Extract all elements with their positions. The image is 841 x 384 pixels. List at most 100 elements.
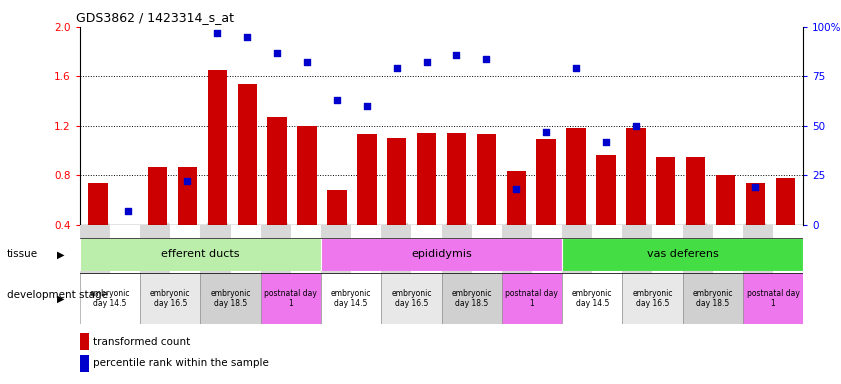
- Bar: [80, 238, 321, 271]
- Text: embryonic
day 16.5: embryonic day 16.5: [632, 289, 673, 308]
- Bar: [321, 273, 381, 324]
- Bar: [712, 225, 743, 296]
- Bar: [562, 238, 803, 271]
- Point: [181, 178, 194, 184]
- Point: [300, 60, 314, 66]
- Point: [420, 60, 433, 66]
- Bar: [716, 175, 735, 274]
- Bar: [502, 225, 532, 296]
- Text: percentile rank within the sample: percentile rank within the sample: [93, 358, 268, 368]
- Text: vas deferens: vas deferens: [647, 249, 718, 260]
- Text: embryonic
day 18.5: embryonic day 18.5: [692, 289, 733, 308]
- Bar: [686, 157, 706, 274]
- Point: [241, 34, 254, 40]
- Bar: [411, 225, 442, 296]
- Bar: [230, 225, 261, 296]
- Bar: [237, 84, 257, 274]
- Bar: [442, 273, 502, 324]
- Bar: [537, 139, 556, 274]
- Point: [539, 129, 553, 135]
- Point: [450, 51, 463, 58]
- Bar: [506, 172, 526, 274]
- Bar: [562, 273, 622, 324]
- Text: efferent ducts: efferent ducts: [161, 249, 240, 260]
- Bar: [746, 183, 765, 274]
- Bar: [200, 225, 230, 296]
- Text: development stage: development stage: [7, 290, 108, 300]
- Bar: [298, 126, 317, 274]
- Bar: [291, 225, 321, 296]
- Text: embryonic
day 16.5: embryonic day 16.5: [150, 289, 191, 308]
- Bar: [381, 225, 411, 296]
- Text: postnatal day
1: postnatal day 1: [747, 289, 800, 308]
- Bar: [80, 273, 140, 324]
- Point: [479, 55, 493, 61]
- Bar: [351, 225, 381, 296]
- Bar: [140, 273, 200, 324]
- Point: [629, 123, 643, 129]
- Bar: [177, 167, 197, 274]
- Point: [510, 186, 523, 192]
- Text: embryonic
day 16.5: embryonic day 16.5: [391, 289, 431, 308]
- Point: [360, 103, 373, 109]
- Bar: [327, 190, 346, 274]
- Text: embryonic
day 18.5: embryonic day 18.5: [210, 289, 251, 308]
- Bar: [775, 178, 795, 274]
- Point: [569, 65, 583, 71]
- Bar: [442, 225, 472, 296]
- Bar: [170, 225, 200, 296]
- Bar: [773, 225, 803, 296]
- Bar: [80, 333, 89, 350]
- Bar: [653, 225, 683, 296]
- Bar: [208, 70, 227, 274]
- Text: embryonic
day 14.5: embryonic day 14.5: [90, 289, 130, 308]
- Bar: [683, 273, 743, 324]
- Text: GDS3862 / 1423314_s_at: GDS3862 / 1423314_s_at: [77, 11, 235, 24]
- Bar: [80, 355, 89, 372]
- Bar: [656, 157, 675, 274]
- Bar: [626, 128, 646, 274]
- Bar: [321, 238, 562, 271]
- Bar: [743, 273, 803, 324]
- Text: embryonic
day 14.5: embryonic day 14.5: [572, 289, 612, 308]
- Bar: [743, 225, 773, 296]
- Bar: [261, 273, 321, 324]
- Point: [331, 97, 344, 103]
- Text: tissue: tissue: [7, 249, 38, 260]
- Bar: [596, 156, 616, 274]
- Bar: [110, 225, 140, 296]
- Point: [271, 50, 284, 56]
- Bar: [267, 117, 287, 274]
- Bar: [622, 273, 683, 324]
- Bar: [566, 128, 585, 274]
- Text: epididymis: epididymis: [411, 249, 472, 260]
- Text: ▶: ▶: [57, 249, 64, 260]
- Text: embryonic
day 18.5: embryonic day 18.5: [452, 289, 492, 308]
- Bar: [417, 133, 436, 274]
- Bar: [622, 225, 653, 296]
- Text: postnatal day
1: postnatal day 1: [264, 289, 317, 308]
- Bar: [80, 225, 110, 296]
- Bar: [381, 273, 442, 324]
- Bar: [118, 227, 137, 274]
- Bar: [447, 133, 466, 274]
- Point: [121, 208, 135, 214]
- Text: postnatal day
1: postnatal day 1: [505, 289, 558, 308]
- Text: transformed count: transformed count: [93, 337, 190, 347]
- Bar: [140, 225, 170, 296]
- Bar: [592, 225, 622, 296]
- Bar: [532, 225, 562, 296]
- Bar: [321, 225, 351, 296]
- Text: ▶: ▶: [57, 293, 64, 304]
- Bar: [562, 225, 592, 296]
- Bar: [502, 273, 562, 324]
- Bar: [357, 134, 377, 274]
- Bar: [477, 134, 496, 274]
- Text: embryonic
day 14.5: embryonic day 14.5: [331, 289, 372, 308]
- Bar: [683, 225, 712, 296]
- Bar: [148, 167, 167, 274]
- Bar: [200, 273, 261, 324]
- Point: [748, 184, 762, 190]
- Bar: [88, 183, 108, 274]
- Bar: [261, 225, 291, 296]
